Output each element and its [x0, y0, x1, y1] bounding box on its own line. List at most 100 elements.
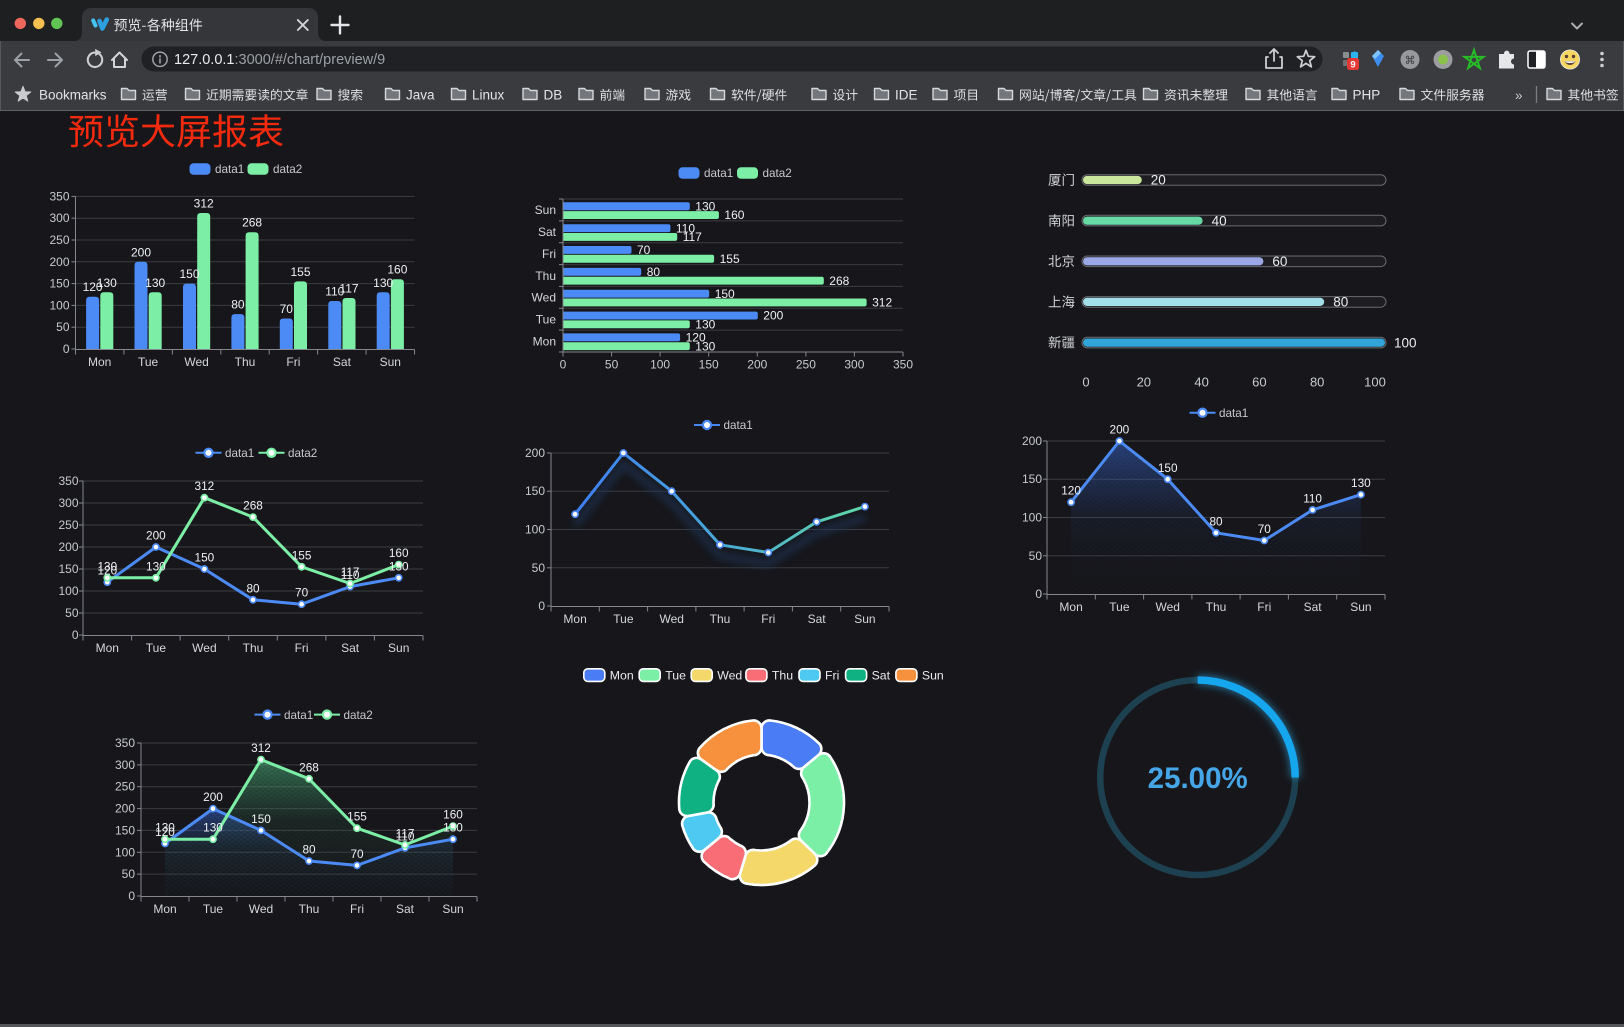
svg-text:130: 130	[146, 559, 166, 573]
svg-text:110: 110	[396, 829, 415, 843]
svg-text:Wed: Wed	[532, 291, 556, 305]
svg-text:250: 250	[115, 780, 135, 794]
svg-text:Tue: Tue	[1109, 600, 1130, 614]
svg-text:Wed: Wed	[249, 902, 273, 916]
svg-text:160: 160	[443, 808, 463, 822]
svg-text:70: 70	[350, 847, 364, 861]
svg-text:155: 155	[720, 252, 740, 266]
svg-text:350: 350	[115, 736, 135, 750]
svg-text:110: 110	[325, 285, 344, 299]
svg-text:200: 200	[747, 358, 767, 372]
svg-text:Wed: Wed	[184, 355, 208, 369]
svg-text:Mon: Mon	[88, 355, 111, 369]
svg-text:200: 200	[49, 255, 69, 269]
svg-text:117: 117	[339, 282, 358, 296]
svg-text:Wed: Wed	[717, 668, 742, 682]
svg-text:200: 200	[1022, 434, 1042, 448]
svg-text:155: 155	[347, 810, 367, 824]
svg-text:250: 250	[49, 233, 69, 247]
svg-text:Bookmarks: Bookmarks	[39, 88, 107, 103]
svg-text:150: 150	[715, 287, 735, 301]
svg-text:150: 150	[58, 562, 78, 576]
svg-text:117: 117	[341, 565, 360, 579]
svg-text:350: 350	[893, 358, 913, 372]
svg-text:Fri: Fri	[761, 612, 775, 626]
svg-text:Sat: Sat	[1304, 600, 1323, 614]
svg-text:data1: data1	[215, 163, 244, 176]
svg-text:0: 0	[72, 628, 79, 642]
svg-text:60: 60	[1252, 375, 1266, 390]
svg-text:data2: data2	[273, 163, 302, 176]
svg-text:Thu: Thu	[710, 612, 731, 626]
svg-text:Tue: Tue	[613, 612, 634, 626]
svg-text:150: 150	[525, 484, 545, 498]
svg-text:130: 130	[203, 821, 223, 835]
svg-text:160: 160	[387, 263, 407, 277]
svg-text:70: 70	[295, 586, 309, 600]
svg-text:80: 80	[1209, 514, 1223, 528]
svg-text:Mon: Mon	[1059, 600, 1082, 614]
svg-text:120: 120	[97, 564, 117, 578]
svg-text:130: 130	[695, 339, 715, 353]
svg-text:150: 150	[699, 358, 719, 372]
svg-text:Sun: Sun	[535, 203, 556, 217]
svg-text:Sat: Sat	[872, 668, 891, 682]
svg-text:130: 130	[155, 821, 175, 835]
svg-text:100: 100	[1394, 335, 1417, 350]
svg-text:Fri: Fri	[1257, 600, 1271, 614]
svg-text:Sun: Sun	[380, 355, 401, 369]
svg-text:Wed: Wed	[1155, 600, 1179, 614]
svg-text:120: 120	[1061, 484, 1081, 498]
svg-text:250: 250	[58, 518, 78, 532]
svg-text:130: 130	[97, 276, 117, 290]
svg-text:117: 117	[683, 230, 702, 244]
svg-text:150: 150	[49, 277, 69, 291]
svg-text:268: 268	[299, 760, 319, 774]
svg-text:80: 80	[647, 265, 661, 279]
svg-text:20: 20	[1151, 173, 1166, 188]
svg-text:Thu: Thu	[772, 668, 793, 682]
svg-text:150: 150	[115, 823, 135, 837]
svg-text:100: 100	[525, 523, 545, 537]
svg-text:300: 300	[844, 358, 864, 372]
svg-text:130: 130	[145, 276, 165, 290]
svg-text:Fri: Fri	[295, 641, 309, 655]
svg-text:Sun: Sun	[854, 612, 875, 626]
svg-text:130: 130	[1351, 476, 1371, 490]
svg-text:200: 200	[131, 245, 151, 259]
svg-text:100: 100	[650, 358, 670, 372]
svg-text:268: 268	[243, 499, 263, 513]
svg-text:Mon: Mon	[610, 668, 634, 682]
svg-text:150: 150	[1022, 472, 1042, 486]
svg-text:20: 20	[1137, 375, 1151, 390]
svg-text::3000/#/chart/preview/9: :3000/#/chart/preview/9	[235, 52, 386, 68]
svg-text:80: 80	[1333, 295, 1348, 310]
svg-text:70: 70	[637, 243, 651, 257]
svg-text:50: 50	[56, 320, 70, 334]
svg-text:155: 155	[292, 548, 312, 562]
svg-text:Mon: Mon	[563, 612, 586, 626]
svg-text:0: 0	[1082, 375, 1089, 390]
svg-text:0: 0	[128, 889, 135, 903]
svg-text:200: 200	[525, 446, 545, 460]
svg-text:Fri: Fri	[825, 668, 839, 682]
svg-text:Fri: Fri	[286, 355, 300, 369]
svg-text:117: 117	[396, 826, 415, 840]
svg-text:70: 70	[1258, 522, 1272, 536]
svg-text:350: 350	[58, 474, 78, 488]
svg-text:⌘: ⌘	[1405, 55, 1416, 67]
svg-text:130: 130	[443, 821, 463, 835]
svg-text:»: »	[1515, 88, 1523, 103]
svg-text:300: 300	[49, 211, 69, 225]
svg-text:70: 70	[280, 302, 294, 316]
svg-text:100: 100	[1364, 375, 1386, 390]
svg-text:data2: data2	[288, 447, 317, 460]
svg-text:312: 312	[195, 479, 215, 493]
svg-text:100: 100	[115, 845, 135, 859]
svg-text:80: 80	[1310, 375, 1324, 390]
svg-text:110: 110	[676, 221, 695, 235]
svg-text:data1: data1	[704, 167, 733, 180]
svg-text:130: 130	[695, 318, 715, 332]
svg-text:Thu: Thu	[299, 902, 320, 916]
svg-text:Sat: Sat	[396, 902, 415, 916]
